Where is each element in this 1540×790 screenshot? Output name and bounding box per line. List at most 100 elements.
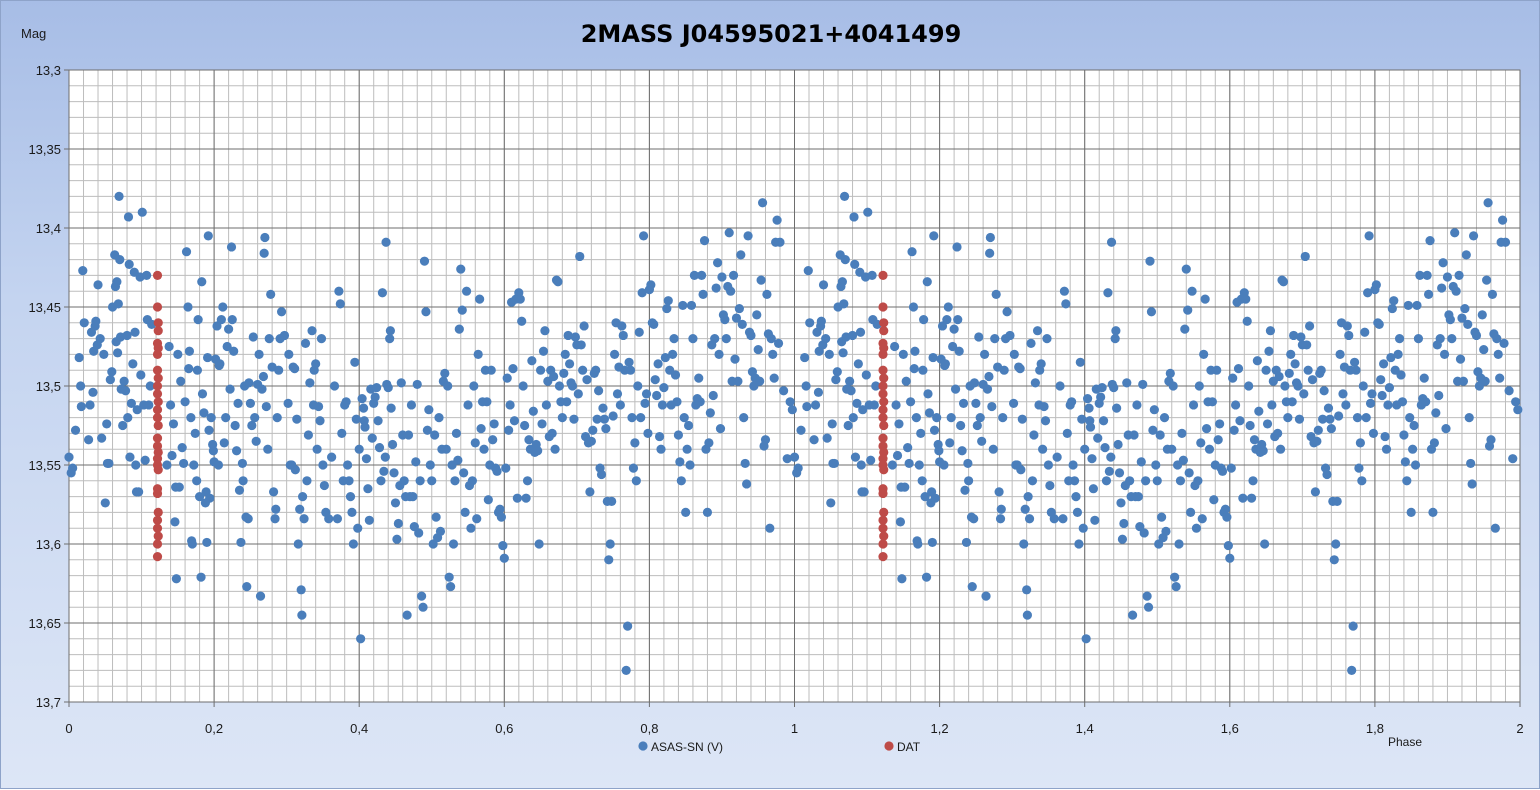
data-point (422, 425, 432, 435)
data-point (752, 310, 762, 320)
data-point (1245, 420, 1255, 431)
data-point (396, 378, 406, 388)
data-point (1122, 378, 1132, 388)
data-point (1161, 526, 1171, 536)
data-point (839, 299, 849, 309)
data-point (1293, 381, 1303, 391)
data-point (702, 507, 713, 517)
data-point (377, 288, 388, 298)
legend-marker (638, 741, 648, 751)
data-point (1152, 476, 1162, 486)
data-point (1447, 334, 1457, 344)
data-point (435, 526, 446, 536)
data-point (505, 400, 515, 410)
data-point (981, 591, 991, 601)
data-point (801, 381, 811, 391)
data-point (243, 514, 253, 524)
data-point (311, 359, 321, 369)
data-point (451, 428, 462, 438)
data-point (1026, 338, 1036, 348)
data-point (840, 255, 850, 265)
data-point (1466, 458, 1476, 469)
data-point (469, 381, 479, 391)
data-point (821, 334, 831, 344)
data-point (258, 371, 269, 382)
data-point (290, 364, 300, 374)
data-point (1231, 400, 1241, 410)
data-point (927, 537, 937, 548)
data-point (1045, 480, 1055, 491)
data-point (1410, 460, 1421, 470)
data-point (303, 430, 314, 440)
data-point (1042, 334, 1052, 344)
data-point (1081, 634, 1091, 644)
data-point (630, 438, 640, 448)
data-point (380, 452, 390, 462)
data-point (922, 277, 932, 287)
data-point (187, 539, 197, 549)
data-point (1300, 251, 1310, 262)
data-point (964, 476, 974, 486)
data-point (891, 400, 901, 410)
data-point (985, 248, 995, 258)
data-point (299, 514, 309, 524)
data-point (878, 405, 888, 415)
data-point (878, 488, 888, 499)
data-point (939, 460, 949, 470)
data-point (591, 365, 601, 375)
data-point (482, 397, 492, 407)
data-point (1096, 392, 1106, 402)
data-point (1334, 411, 1344, 421)
data-point (1307, 375, 1318, 385)
data-point (683, 420, 694, 431)
data-point (1397, 397, 1408, 407)
data-point (975, 413, 985, 423)
data-point (849, 212, 859, 222)
y-tick-label: 13,7 (36, 695, 61, 710)
data-point (492, 466, 502, 476)
data-point (594, 386, 604, 396)
data-point (446, 582, 456, 592)
data-point (943, 302, 953, 312)
data-point (753, 345, 763, 355)
data-point (1148, 425, 1158, 435)
data-point (152, 389, 163, 399)
data-point (560, 349, 570, 359)
data-point (618, 330, 628, 341)
data-point (919, 315, 929, 325)
chart-title: 2MASS J04595021+4041499 (581, 20, 962, 48)
data-point (316, 334, 327, 344)
data-point (609, 349, 620, 359)
data-point (615, 400, 625, 410)
data-point (910, 346, 920, 356)
data-point (1347, 665, 1357, 676)
data-point (796, 425, 806, 435)
data-point (1486, 435, 1496, 445)
data-point (408, 492, 418, 502)
data-point (1479, 345, 1489, 355)
data-point (197, 277, 207, 287)
data-point (399, 476, 409, 486)
data-point (900, 482, 910, 492)
data-point (460, 507, 470, 517)
data-point (1283, 413, 1293, 423)
data-point (1451, 286, 1461, 296)
data-point (848, 413, 858, 423)
data-point (1186, 507, 1196, 517)
data-point (1384, 382, 1395, 393)
data-point (636, 413, 646, 423)
data-point (444, 572, 454, 582)
data-point (878, 413, 888, 423)
data-point (969, 378, 980, 388)
data-point (736, 250, 746, 260)
data-point (457, 305, 467, 315)
data-point (715, 424, 726, 434)
data-point (779, 386, 789, 396)
data-point (1497, 215, 1508, 225)
data-point (924, 408, 935, 418)
data-point (1119, 518, 1129, 529)
data-point (999, 365, 1009, 375)
data-point (878, 552, 888, 562)
data-point (623, 621, 633, 631)
data-point (575, 251, 585, 262)
